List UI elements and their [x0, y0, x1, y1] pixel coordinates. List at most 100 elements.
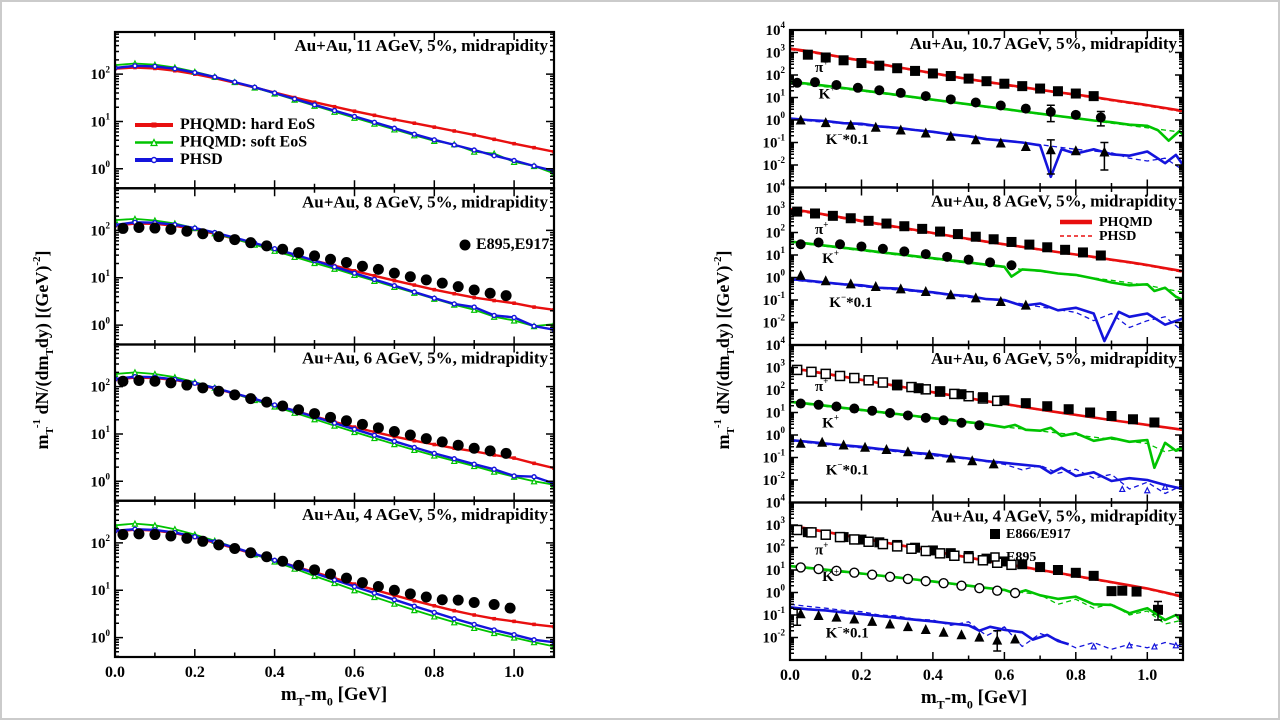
y-tick-label: 100	[766, 425, 786, 444]
axis-ticks	[789, 501, 1184, 661]
panel-title: Au+Au, 8 AGeV, 5%, midrapidity	[931, 192, 1177, 211]
axis-ticks	[114, 500, 555, 658]
error-bar	[1153, 600, 1162, 621]
y-tick-label: 101	[91, 112, 111, 131]
y-tick-label: 102	[766, 380, 786, 399]
x-tick-label: 0.0	[105, 664, 125, 681]
x-axis-title: mT-m0 [GeV]	[921, 687, 1027, 711]
series-e895-e917-data	[117, 222, 512, 302]
series-e895-e917-data	[117, 374, 512, 459]
y-tick-label: 102	[766, 223, 786, 242]
panel-frame	[788, 186, 1185, 347]
series-line	[790, 240, 1183, 302]
axis-ticks	[789, 186, 1184, 346]
y-tick-label: 104	[766, 335, 786, 354]
legend-label: PHQMD	[1099, 215, 1153, 230]
series-phsd-k-0-1	[790, 118, 1183, 171]
panel-legend: E866/E917 E895	[990, 527, 1071, 565]
panel-title: Au+Au, 4 AGeV, 5%, midrapidity	[931, 507, 1177, 526]
panel-title: Au+Au, 4 AGeV, 5%, midrapidity	[302, 505, 548, 524]
y-tick-label: 101	[766, 88, 786, 107]
series-line	[790, 209, 1183, 273]
y-tick-label: 101	[766, 403, 786, 422]
panel-series	[115, 59, 554, 177]
particle-label: π+	[815, 57, 828, 76]
axis-ticks	[789, 344, 1184, 504]
y-tick-label: 10-2	[763, 155, 786, 174]
series-k-data	[792, 77, 1106, 123]
series-phsd-k	[790, 566, 1183, 625]
particle-label: K+	[822, 248, 839, 267]
particle-label: K−*0.1	[826, 623, 869, 642]
y-tick-label: 100	[766, 583, 786, 602]
series-e895-e917-data	[117, 528, 516, 614]
series-phsd-k-points	[1090, 641, 1180, 650]
y-tick-label: 101	[766, 560, 786, 579]
y-tick-label: 103	[766, 43, 786, 62]
series-phsd-k	[790, 81, 1183, 134]
particle-label: π+	[815, 219, 828, 238]
series-phqmd-k	[790, 400, 1183, 470]
y-tick-label: 103	[766, 358, 786, 377]
series-line	[790, 401, 1183, 453]
series-pi-data-e866-e917	[802, 49, 1099, 102]
series-phsd-pi	[790, 209, 1183, 273]
particle-label: K+	[822, 566, 839, 585]
y-tick-label: 100	[91, 628, 111, 647]
left-figure-panel-2: Au+Au, 6 AGeV, 5%, midrapidity 102 101 100	[91, 343, 556, 502]
x-tick-label: 1.0	[504, 664, 524, 681]
x-tick-label: 0.2	[851, 667, 871, 684]
x-tick-label: 0.2	[185, 664, 205, 681]
panel-title: Au+Au, 6 AGeV, 5%, midrapidity	[302, 349, 548, 368]
series-k-data	[795, 436, 999, 469]
panel-title: Au+Au, 10.7 AGeV, 5%, midrapidity	[910, 34, 1178, 53]
y-tick-label: 10-2	[763, 313, 786, 332]
error-bar	[1046, 104, 1055, 123]
error-bar	[993, 629, 1002, 652]
particle-label: π+	[815, 540, 828, 559]
panel-frame	[113, 499, 556, 659]
series-k-data	[795, 562, 1021, 599]
error-bar	[1100, 141, 1109, 171]
series-line	[790, 81, 1183, 134]
series-line	[790, 118, 1183, 171]
legend-item-phqmd: PHQMD	[1060, 215, 1153, 230]
y-tick-label: 102	[766, 538, 786, 557]
x-tick-label: 0.6	[344, 664, 364, 681]
panel-series	[790, 47, 1183, 179]
legend-item-e866-e917: E866/E917	[990, 527, 1071, 542]
y-axis-title: mT-1 dN/(dmTdy) [(GeV)-2]	[712, 250, 737, 449]
x-tick-label: 0.6	[994, 667, 1014, 684]
panel-series	[790, 524, 1183, 652]
particle-label: K+	[819, 84, 836, 103]
series-line	[115, 218, 554, 327]
y-tick-label: 10-1	[763, 133, 786, 152]
axis-ticks	[114, 188, 555, 345]
y-tick-label: 102	[91, 533, 111, 552]
y-tick-label: 102	[766, 65, 786, 84]
panel-frame	[788, 28, 1185, 189]
x-axis-title: mT-m0 [GeV]	[281, 684, 387, 708]
legend-item-phqmd-hard-eos: PHQMD: hard EoS	[135, 116, 315, 133]
series-pi-data-e895	[791, 524, 1017, 571]
y-tick-label: 102	[91, 377, 111, 396]
legend-label: E895	[1006, 550, 1036, 565]
series-pi-data-e866-e917	[892, 380, 1160, 428]
y-tick-label: 100	[91, 315, 111, 334]
panel-title: Au+Au, 8 AGeV, 5%, midrapidity	[302, 192, 548, 211]
y-tick-label: 104	[766, 20, 786, 39]
panel-series	[790, 364, 1183, 495]
series-line	[790, 400, 1183, 470]
y-tick-label: 10-1	[763, 290, 786, 309]
panel-title: Au+Au, 6 AGeV, 5%, midrapidity	[931, 349, 1177, 368]
legend-label: E895,E917	[476, 236, 549, 253]
y-tick-label: 104	[766, 178, 786, 197]
series-line	[790, 438, 1183, 491]
x-tick-label: 0.4	[265, 664, 285, 681]
panel-series	[790, 206, 1183, 343]
y-tick-label: 103	[766, 200, 786, 219]
legend-label: PHSD	[1099, 229, 1136, 244]
legend-label: PHSD	[180, 151, 223, 168]
